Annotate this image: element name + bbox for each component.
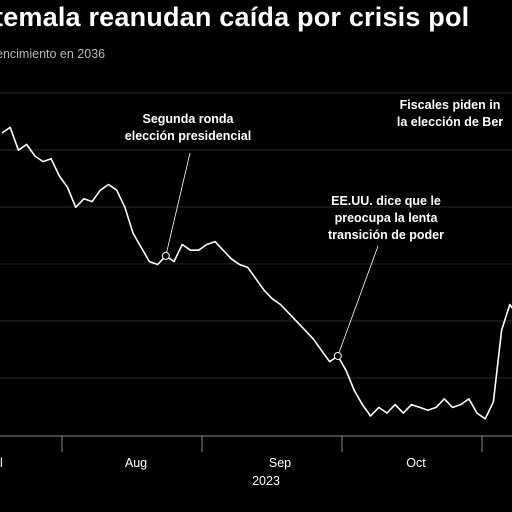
annotation-marker bbox=[333, 351, 342, 360]
annotation: Segunda ronda elección presidencial bbox=[125, 112, 251, 260]
series-line bbox=[1, 126, 512, 420]
x-tick-label: Oct bbox=[406, 456, 426, 470]
x-tick-label: Aug bbox=[125, 456, 147, 470]
grid-lines bbox=[0, 92, 512, 437]
annotation-text: elección presidencial bbox=[125, 129, 251, 143]
annotation-text: Fiscales piden in bbox=[400, 98, 501, 112]
chart-title: temala reanudan caída por crisis pol bbox=[0, 2, 470, 32]
x-year-label: 2023 bbox=[252, 474, 280, 488]
x-axis: l Aug Sep Oct 2023 bbox=[0, 436, 483, 488]
annotation: EE.UU. dice que le preocupa la lenta trans… bbox=[328, 194, 444, 360]
annotation-marker bbox=[161, 251, 170, 260]
annotation-leader bbox=[165, 152, 191, 257]
annotation-text: la elección de Ber bbox=[397, 115, 503, 129]
annotations: Segunda ronda elección presidencial EE.UU.… bbox=[125, 98, 503, 360]
annotation-leader bbox=[337, 245, 379, 357]
annotation-text: Segunda ronda bbox=[143, 112, 235, 126]
annotation-text: EE.UU. dice que le bbox=[331, 194, 441, 208]
x-tick-label: Sep bbox=[269, 456, 291, 470]
annotation: Fiscales piden in la elección de Ber bbox=[397, 98, 503, 129]
x-tick-label: l bbox=[0, 456, 3, 470]
chart-subtitle: encimiento en 2036 bbox=[0, 47, 106, 61]
annotation-text: transición de poder bbox=[328, 228, 444, 242]
annotation-text: preocupa la lenta bbox=[335, 211, 439, 225]
